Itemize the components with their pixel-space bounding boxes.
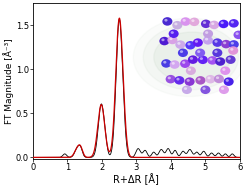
X-axis label: R+ΔR [Å]: R+ΔR [Å] bbox=[113, 174, 159, 186]
Y-axis label: FT Magnitude [Å⁻³]: FT Magnitude [Å⁻³] bbox=[3, 38, 14, 124]
